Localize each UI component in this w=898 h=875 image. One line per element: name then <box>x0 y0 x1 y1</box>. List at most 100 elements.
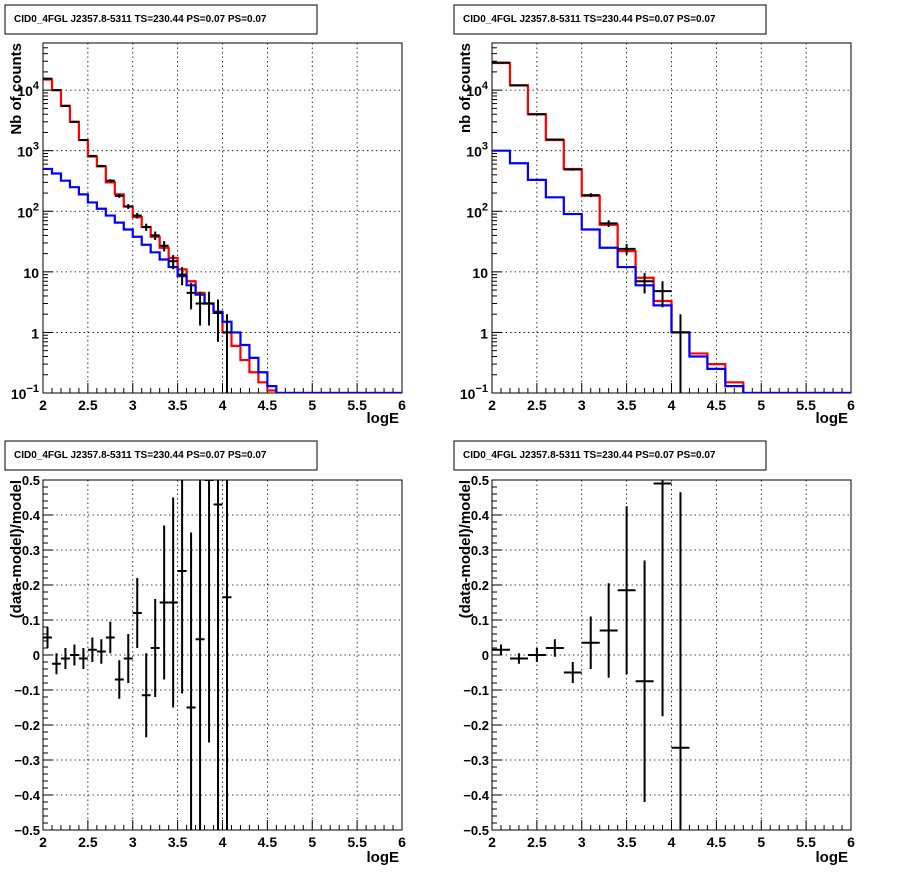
grid-lines <box>492 43 851 393</box>
x-tick-label: 3.5 <box>617 834 637 850</box>
data-point <box>671 492 690 830</box>
y-tick-label: 0.4 <box>471 508 490 523</box>
y-tick-label: −0.4 <box>463 788 489 803</box>
data-point <box>132 212 142 219</box>
data-point <box>492 644 510 655</box>
data-point <box>78 139 88 142</box>
data-point <box>599 583 618 678</box>
y-tick-labels: −0.5 −0.4 −0.3 −0.2 −0.1 0 0.1 0.2 0.3 0.4 0.5 <box>14 473 40 838</box>
data-point <box>563 662 582 683</box>
total-model-histogram <box>492 61 851 393</box>
y-tick-label: −0.2 <box>14 718 40 733</box>
data-point <box>222 480 232 830</box>
x-tick-label: 2.5 <box>78 397 98 413</box>
data-point <box>545 138 564 141</box>
y-axis-title: (data-model)/model <box>8 480 25 618</box>
data-point <box>168 255 178 270</box>
data-point <box>195 291 205 326</box>
chart-title: CID0_4FGL J2357.8-5311 TS=230.44 PS=0.07… <box>463 14 716 25</box>
axis-ticks <box>42 42 403 394</box>
data-point <box>150 231 160 240</box>
plot-data <box>43 480 232 830</box>
x-tick-label: 3 <box>129 834 137 850</box>
panel-top-left: CID0_4FGL J2357.8-5311 TS=230.44 PS=0.07… <box>4 4 406 427</box>
x-tick-label: 6 <box>847 834 855 850</box>
data-point <box>204 480 214 743</box>
data-point <box>87 637 97 662</box>
data-point <box>78 648 88 669</box>
data-point <box>599 220 618 228</box>
x-tick-label: 4.5 <box>707 397 727 413</box>
x-tick-label: 3.5 <box>617 397 637 413</box>
y-tick-labels: 10−1 1 10 102 103 104 <box>460 80 489 402</box>
data-point <box>213 299 223 342</box>
x-tick-label: 4.5 <box>707 834 727 850</box>
y-axis-title: nb of counts <box>457 43 474 133</box>
y-tick-label: −0.2 <box>463 718 489 733</box>
y-tick-labels: −0.5 −0.4 −0.3 −0.2 −0.1 0 0.1 0.2 0.3 0.4 0.5 <box>463 473 489 838</box>
x-tick-label: 4.5 <box>258 397 278 413</box>
data-point <box>114 660 124 699</box>
data-point <box>186 532 196 830</box>
x-tick-label: 5 <box>308 834 316 850</box>
data-point <box>617 243 636 255</box>
source-model-histogram <box>43 167 402 393</box>
y-tick-label: 0.2 <box>22 578 40 593</box>
chart-title: CID0_4FGL J2357.8-5311 TS=230.44 PS=0.07… <box>14 14 267 25</box>
y-tick-label: 0.2 <box>471 578 489 593</box>
y-tick-label: 0.1 <box>471 613 489 628</box>
y-tick-label: 0 <box>33 648 40 663</box>
data-point <box>159 525 169 680</box>
data-point <box>527 648 546 662</box>
x-tick-label: 2 <box>39 834 47 850</box>
data-point <box>51 653 61 675</box>
x-tick-label: 4 <box>668 834 676 850</box>
title-box <box>4 440 318 471</box>
data-point <box>123 204 133 210</box>
x-tick-label: 3 <box>578 834 586 850</box>
y-tick-label: 102 <box>466 201 488 220</box>
x-tick-label: 5.5 <box>347 397 367 413</box>
y-tick-label: 10−1 <box>11 383 39 402</box>
x-tick-label: 6 <box>398 834 406 850</box>
plot-data <box>492 61 851 393</box>
data-point <box>60 104 70 107</box>
x-tick-label: 3 <box>129 397 137 413</box>
y-tick-label: 10−1 <box>460 383 488 402</box>
x-tick-label: 6 <box>847 397 855 413</box>
plot-data <box>492 480 690 830</box>
title-box <box>453 4 767 35</box>
data-point <box>132 578 142 648</box>
chart-title: CID0_4FGL J2357.8-5311 TS=230.44 PS=0.07… <box>14 450 267 461</box>
y-tick-label: 0 <box>482 648 489 663</box>
data-point <box>43 627 52 648</box>
data-point <box>159 241 169 252</box>
y-tick-label: 104 <box>17 80 40 99</box>
title-box <box>4 4 318 35</box>
data-point <box>186 282 196 310</box>
y-tick-label: 0.3 <box>471 543 489 558</box>
data-point <box>96 639 106 664</box>
data-point <box>671 314 690 393</box>
y-tick-label: 0.5 <box>22 473 40 488</box>
axis-ticks <box>491 479 852 831</box>
data-point <box>581 193 600 198</box>
y-tick-label: 0.3 <box>22 543 40 558</box>
x-tick-labels: 2 2.5 3 3.5 4 4.5 5 5.5 6 <box>39 397 406 413</box>
data-point <box>150 599 160 697</box>
data-point <box>141 653 151 738</box>
y-tick-label: 10 <box>23 265 39 281</box>
y-tick-label: 1 <box>31 325 39 341</box>
y-tick-label: −0.5 <box>463 823 489 838</box>
source-model-histogram <box>492 149 851 393</box>
y-tick-label: −0.4 <box>14 788 40 803</box>
x-axis-title: logE <box>367 849 400 866</box>
data-point <box>123 634 133 683</box>
x-tick-label: 2 <box>488 834 496 850</box>
y-tick-label: −0.3 <box>463 753 489 768</box>
y-tick-label: 0.5 <box>471 473 489 488</box>
y-tick-label: 0.4 <box>22 508 41 523</box>
grid-lines <box>43 480 402 830</box>
data-point <box>168 497 178 708</box>
data-point <box>177 480 187 694</box>
